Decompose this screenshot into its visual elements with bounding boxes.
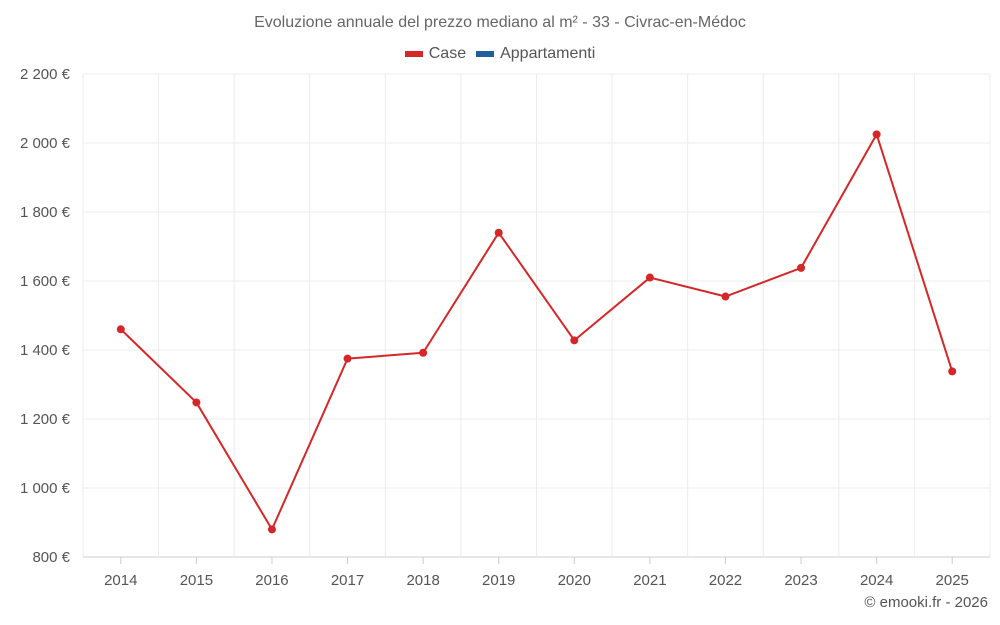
data-point — [419, 348, 428, 357]
legend-label-appartamenti: Appartamenti — [500, 45, 596, 62]
legend-swatch-case — [404, 51, 423, 57]
y-tick-label: 800 € — [32, 549, 70, 566]
data-point — [116, 325, 125, 334]
y-tick-label: 1 400 € — [20, 342, 71, 359]
y-tick-label: 1 600 € — [20, 273, 71, 290]
y-tick-label: 1 000 € — [20, 480, 71, 497]
data-point — [192, 398, 201, 407]
chart-legend: Case Appartamenti — [0, 45, 1000, 63]
y-tick-label: 1 200 € — [20, 411, 71, 428]
legend-swatch-appartamenti — [476, 51, 495, 57]
data-point — [948, 367, 957, 376]
data-point — [645, 273, 654, 282]
x-tick-label: 2015 — [180, 572, 213, 589]
x-tick-label: 2017 — [331, 572, 364, 589]
data-point — [570, 336, 579, 345]
legend-item-case[interactable]: Case — [404, 45, 467, 63]
x-tick-label: 2018 — [406, 572, 439, 589]
series-line-case — [120, 133, 954, 531]
credit-text: © emooki.fr - 2026 — [864, 594, 988, 611]
x-tick-label: 2014 — [104, 572, 137, 589]
x-tick-label: 2020 — [558, 572, 591, 589]
x-tick-label: 2021 — [633, 572, 666, 589]
data-point — [872, 130, 881, 139]
y-tick-label: 2 200 € — [20, 66, 71, 83]
x-tick-label: 2025 — [936, 572, 969, 589]
data-point — [343, 354, 352, 363]
x-tick-label: 2019 — [482, 572, 515, 589]
x-tick-label: 2022 — [709, 572, 742, 589]
y-tick-label: 1 800 € — [20, 204, 71, 221]
x-tick-label: 2016 — [255, 572, 288, 589]
x-tick-label: 2024 — [860, 572, 893, 589]
chart-title: Evoluzione annuale del prezzo mediano al… — [254, 14, 746, 31]
x-tick-label: 2023 — [784, 572, 817, 589]
data-point — [267, 525, 276, 534]
y-tick-label: 2 000 € — [20, 135, 71, 152]
legend-label-case: Case — [428, 45, 467, 62]
data-point — [721, 292, 730, 301]
legend-item-appartamenti[interactable]: Appartamenti — [476, 45, 595, 63]
data-point — [797, 263, 806, 272]
data-point — [494, 228, 503, 237]
